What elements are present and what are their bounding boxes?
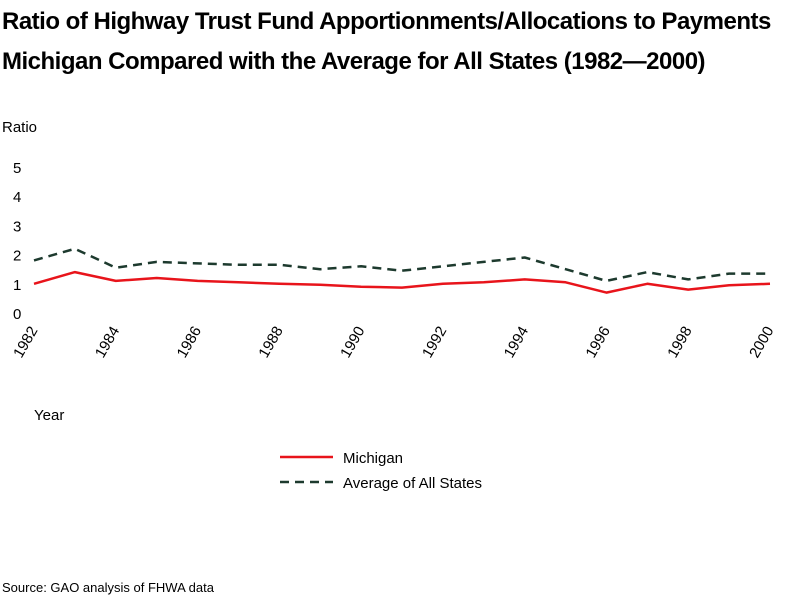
y-tick-label: 3 (13, 218, 21, 235)
x-tick-label: 1994 (501, 324, 532, 361)
y-tick-label: 4 (13, 189, 21, 206)
series-lines (33, 247, 771, 294)
legend: Michigan Average of All States (280, 450, 482, 492)
series-line-michigan (33, 270, 771, 294)
x-tick-label: 1998 (664, 324, 695, 361)
y-tick-label: 0 (13, 306, 21, 323)
legend-label: Average of All States (343, 475, 482, 492)
x-tick-labels: 1982 1984 1986 1988 1990 1992 1994 1996 1998 2000 (10, 324, 777, 361)
chart-title-line-1: Ratio of Highway Trust Fund Apportionmen… (2, 8, 771, 35)
x-tick-label: 1992 (419, 324, 450, 361)
series-line-average-all-states (33, 247, 770, 283)
x-tick-label: 1984 (92, 324, 123, 361)
x-tick-label: 1990 (337, 324, 368, 361)
x-tick-label: 1986 (174, 324, 205, 361)
chart-title-line-2: Michigan Compared with the Average for A… (2, 48, 706, 75)
x-axis-label: Year (34, 407, 64, 424)
source-note: Source: GAO analysis of FHWA data (2, 580, 214, 595)
legend-label: Michigan (343, 450, 403, 467)
x-tick-label: 1988 (255, 324, 286, 361)
y-tick-labels: 0 1 2 3 4 5 (13, 160, 21, 323)
y-tick-label: 2 (13, 248, 21, 265)
y-axis-label: Ratio (2, 119, 37, 136)
y-tick-label: 1 (13, 277, 21, 294)
y-tick-label: 5 (13, 160, 21, 177)
x-tick-label: 2000 (746, 324, 777, 361)
x-tick-label: 1982 (10, 324, 41, 361)
x-tick-label: 1996 (582, 324, 613, 361)
